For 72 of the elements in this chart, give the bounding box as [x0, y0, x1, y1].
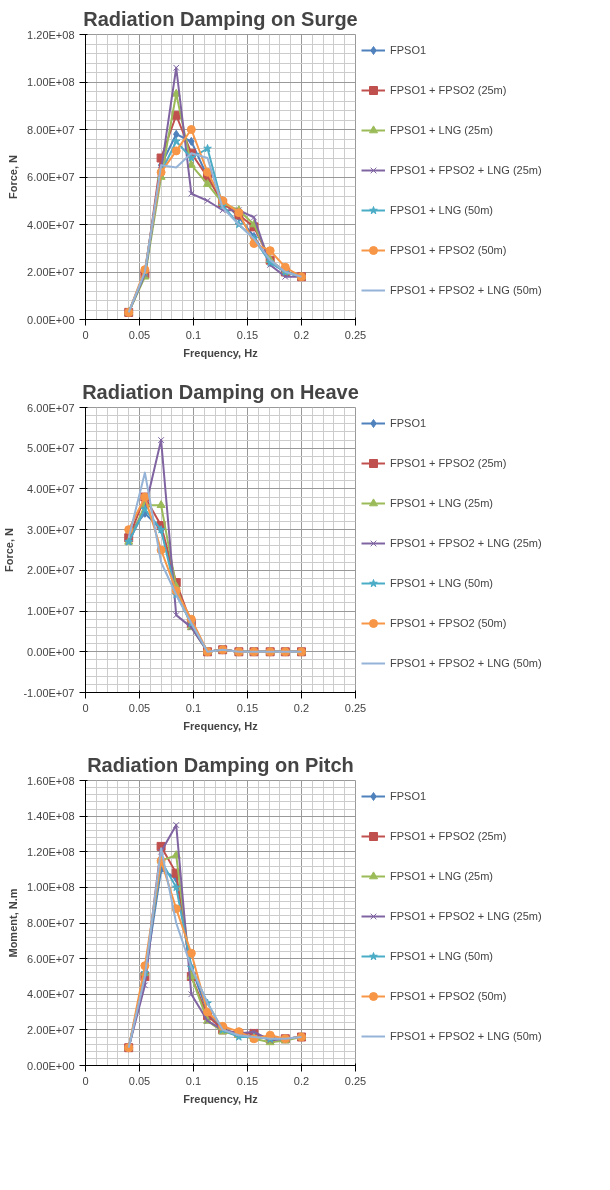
- y-tick-label: 4.00E+07: [27, 482, 75, 495]
- legend-label: FPSO1 + FPSO2 + LNG (50m): [390, 1030, 542, 1042]
- x-tick-label: 0.25: [344, 1074, 367, 1087]
- y-tick-label: 3.00E+07: [27, 523, 75, 536]
- x-tick-label: 0.15: [236, 328, 259, 341]
- legend-label: FPSO1 + FPSO2 + LNG (25m): [390, 164, 542, 176]
- y-tick-label: 6.00E+07: [27, 171, 75, 183]
- chart-title: Radiation Damping on Heave: [82, 380, 359, 403]
- x-axis-title: Frequency, Hz: [183, 1092, 259, 1105]
- y-tick-label: 0.00E+00: [27, 313, 75, 326]
- y-tick-label: 0.00E+00: [27, 1059, 75, 1072]
- x-tick-label: 0.2: [293, 1074, 310, 1087]
- x-tick-label: 0.05: [128, 1074, 151, 1087]
- legend-label: FPSO1 + LNG (25m): [390, 124, 494, 136]
- x-tick-label: 0.25: [344, 701, 367, 714]
- x-tick-label: 0.1: [185, 701, 202, 714]
- x-tick-label: 0.05: [128, 701, 151, 714]
- legend-label: FPSO1 + LNG (50m): [390, 950, 494, 962]
- legend-label: FPSO1: [390, 44, 427, 56]
- legend-label: FPSO1 + LNG (50m): [390, 204, 494, 216]
- y-tick-label: 4.00E+07: [27, 218, 75, 231]
- y-tick-label: 1.20E+08: [27, 28, 75, 41]
- legend-label: FPSO1 + FPSO2 + LNG (50m): [390, 284, 542, 296]
- y-tick-label: 5.00E+07: [27, 442, 75, 455]
- y-tick-label: 6.00E+07: [27, 401, 75, 414]
- y-axis-title: Force, N: [7, 154, 20, 200]
- legend-label: FPSO1 + FPSO2 + LNG (50m): [390, 657, 542, 669]
- x-tick-label: 0: [82, 1074, 89, 1087]
- x-tick-label: 0.1: [185, 1074, 202, 1087]
- x-tick-label: 0.05: [128, 328, 151, 341]
- y-tick-label: 6.00E+07: [27, 952, 75, 965]
- x-axis-title: Frequency, Hz: [183, 719, 259, 732]
- y-tick-label: 2.00E+07: [27, 266, 75, 278]
- x-tick-label: 0.2: [293, 701, 310, 714]
- y-tick-label: 1.00E+08: [27, 881, 75, 894]
- y-tick-label: 1.40E+08: [27, 810, 75, 823]
- x-tick-label: 0.1: [185, 328, 202, 341]
- legend-label: FPSO1 + LNG (25m): [390, 870, 494, 882]
- y-tick-label: -1.00E+07: [23, 686, 75, 699]
- legend-label: FPSO1 + FPSO2 + LNG (25m): [390, 910, 542, 922]
- y-tick-label: 2.00E+07: [27, 564, 75, 577]
- legend-label: FPSO1 + FPSO2 + LNG (25m): [390, 537, 542, 549]
- x-tick-label: 0.15: [236, 1074, 259, 1087]
- legend-label: FPSO1: [390, 417, 427, 429]
- y-tick-label: 8.00E+07: [27, 917, 75, 929]
- x-tick-label: 0.25: [344, 328, 367, 341]
- legend-label: FPSO1 + LNG (50m): [390, 577, 494, 589]
- y-axis-title: Moment, N.m: [7, 888, 20, 958]
- legend-label: FPSO1 + FPSO2 (50m): [390, 617, 507, 629]
- legend-label: FPSO1 + FPSO2 (50m): [390, 990, 507, 1002]
- legend-label: FPSO1 + FPSO2 (25m): [390, 84, 507, 96]
- y-tick-label: 1.60E+08: [27, 774, 75, 787]
- x-tick-label: 0.15: [236, 701, 259, 714]
- chart-title: Radiation Damping on Pitch: [87, 753, 354, 776]
- y-axis-title: Force, N: [3, 527, 16, 573]
- chart-title: Radiation Damping on Surge: [83, 7, 358, 30]
- y-tick-label: 8.00E+07: [27, 123, 75, 136]
- legend-label: FPSO1 + FPSO2 (50m): [390, 244, 507, 256]
- legend-label: FPSO1 + FPSO2 (25m): [390, 457, 507, 469]
- y-tick-label: 1.20E+08: [27, 845, 75, 858]
- x-axis-title: Frequency, Hz: [183, 346, 259, 359]
- legend-label: FPSO1 + LNG (25m): [390, 497, 494, 509]
- x-tick-label: 0.2: [293, 328, 310, 341]
- y-tick-label: 4.00E+07: [27, 988, 75, 1001]
- y-tick-label: 1.00E+08: [27, 76, 75, 88]
- x-tick-label: 0: [82, 701, 89, 714]
- y-tick-label: 2.00E+07: [27, 1023, 75, 1036]
- x-tick-label: 0: [82, 328, 89, 341]
- y-tick-label: 0.00E+00: [27, 645, 75, 658]
- legend-label: FPSO1: [390, 790, 427, 802]
- legend-label: FPSO1 + FPSO2 (25m): [390, 830, 507, 842]
- y-tick-label: 1.00E+07: [27, 605, 75, 618]
